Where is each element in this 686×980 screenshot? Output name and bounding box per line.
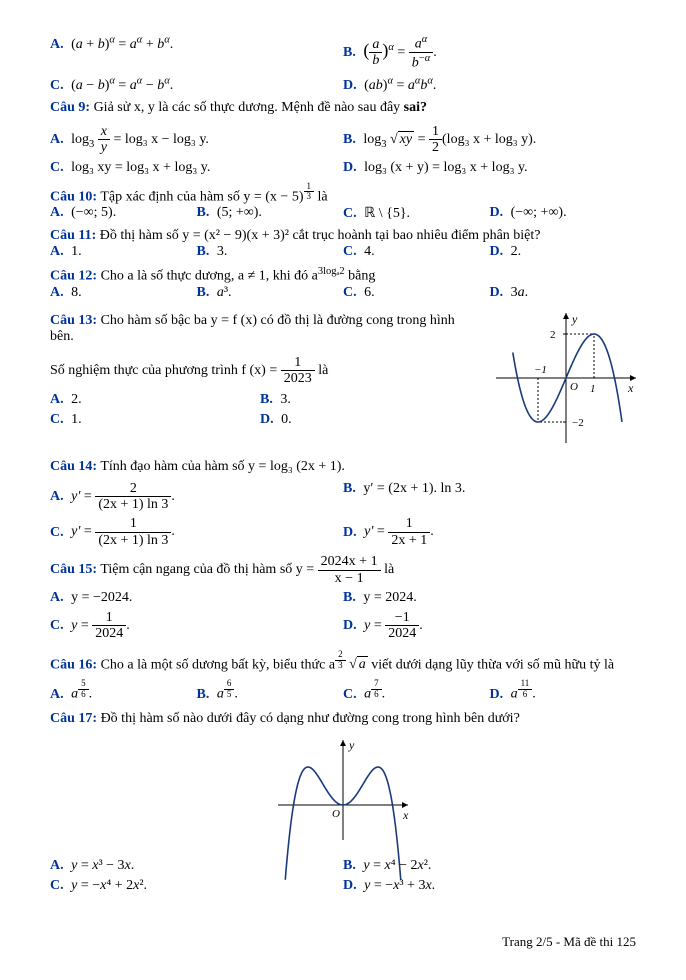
q12-stem: Câu 12: Cho a là số thực dương, a ≠ 1, k…	[50, 266, 636, 285]
q10-stem: Câu 10: Tập xác định của hàm số y = (x −…	[50, 182, 636, 205]
q14-row1: A. y′ = 2(2x + 1) ln 3. B. y′ = (2x + 1)…	[50, 481, 636, 513]
q17-row2: C. y = −x⁴ + 2x². D. y = −x³ + 3x.	[50, 878, 636, 894]
q8-optA-text: (a + b)α = aα + bα.	[71, 37, 173, 52]
svg-text:−2: −2	[572, 417, 584, 429]
q10-options: A. (−∞; 5). B. (5; +∞). C. ℝ \ {5}. D. (…	[50, 205, 636, 222]
svg-text:y: y	[571, 312, 578, 326]
q13-graph: −1 1 2 −2 Oy x	[496, 313, 636, 448]
q9-optA: A. log3 xy = log₃ x − log₃ y.	[50, 124, 343, 156]
q15-stem: Câu 15: Tiệm cận ngang của đồ thị hàm số…	[50, 554, 636, 586]
q13-block: −1 1 2 −2 Oy x Câu 13: Cho hàm số bậc ba y = …	[50, 313, 636, 453]
q8-optC: C. (a − b)α = aα − bα.	[50, 75, 343, 94]
q17-graph: Oy x	[50, 735, 636, 850]
q16-stem: Câu 16: Cho a là một số dương bất kỳ, bi…	[50, 650, 636, 673]
q8-row1: A. (a + b)α = aα + bα. B. (ab)α = aαb−α.	[50, 34, 636, 71]
opt-label-C: C.	[50, 78, 64, 93]
svg-text:y: y	[348, 738, 355, 752]
q17-row1: A. y = x³ − 3x. B. y = x⁴ − 2x².	[50, 858, 636, 874]
opt-label-A: A.	[50, 37, 64, 52]
q13-stem: Câu 13: Cho hàm số bậc ba y = f (x) có đ…	[50, 313, 470, 345]
q9-optC: C. log₃ xy = log₃ x + log₃ y.	[50, 160, 343, 176]
svg-text:x: x	[402, 808, 409, 822]
q9-row2: C. log₃ xy = log₃ x + log₃ y. D. log₃ (x…	[50, 160, 636, 176]
q14-stem: Câu 14: Tính đạo hàm của hàm số y = log₃…	[50, 459, 636, 475]
svg-text:x: x	[627, 381, 634, 395]
q9-optB: B. log3 xy = 12(log₃ x + log₃ y).	[343, 124, 636, 156]
q8-optD-text: (ab)α = aαbα.	[364, 78, 436, 93]
q15-row1: A. y = −2024. B. y = 2024.	[50, 590, 636, 606]
q17-stem: Câu 17: Đồ thị hàm số nào dưới đây có dạ…	[50, 711, 636, 727]
opt-label-D: D.	[343, 78, 357, 93]
q11-stem: Câu 11: Đồ thị hàm số y = (x² − 9)(x + 3…	[50, 228, 636, 244]
svg-text:2: 2	[550, 329, 556, 341]
q9-optD: D. log₃ (x + y) = log₃ x + log₃ y.	[343, 160, 636, 176]
q9-row1: A. log3 xy = log₃ x − log₃ y. B. log3 xy…	[50, 124, 636, 156]
q15-row2: C. y = 12024. D. y = −12024.	[50, 610, 636, 642]
q8-optD: D. (ab)α = aαbα.	[343, 75, 636, 94]
svg-text:−1: −1	[534, 364, 547, 376]
page-footer: Trang 2/5 - Mã đề thi 125	[50, 934, 636, 950]
q8-row2: C. (a − b)α = aα − bα. D. (ab)α = aαbα.	[50, 75, 636, 94]
q12-options: A. 8. B. a³. C. 6. D. 3a.	[50, 285, 636, 301]
svg-text:1: 1	[590, 383, 596, 395]
q8-optC-text: (a − b)α = aα − bα.	[71, 78, 173, 93]
q9-stem: Câu 9: Giả sử x, y là các số thực dương.…	[50, 100, 636, 116]
q14-row2: C. y′ = 1(2x + 1) ln 3. D. y′ = 12x + 1.	[50, 516, 636, 548]
q11-options: A. 1. B. 3. C. 4. D. 2.	[50, 244, 636, 260]
q8-optB: B. (ab)α = aαb−α.	[343, 34, 636, 71]
q13-stem2: Số nghiệm thực của phương trình f (x) = …	[50, 355, 470, 387]
svg-text:O: O	[570, 381, 578, 393]
q16-options: A. a56. B. a65. C. a76. D. a116.	[50, 679, 636, 702]
svg-text:O: O	[332, 808, 340, 820]
q9-label: Câu 9:	[50, 100, 90, 115]
opt-label-B: B.	[343, 45, 356, 60]
q8-optA: A. (a + b)α = aα + bα.	[50, 34, 343, 71]
